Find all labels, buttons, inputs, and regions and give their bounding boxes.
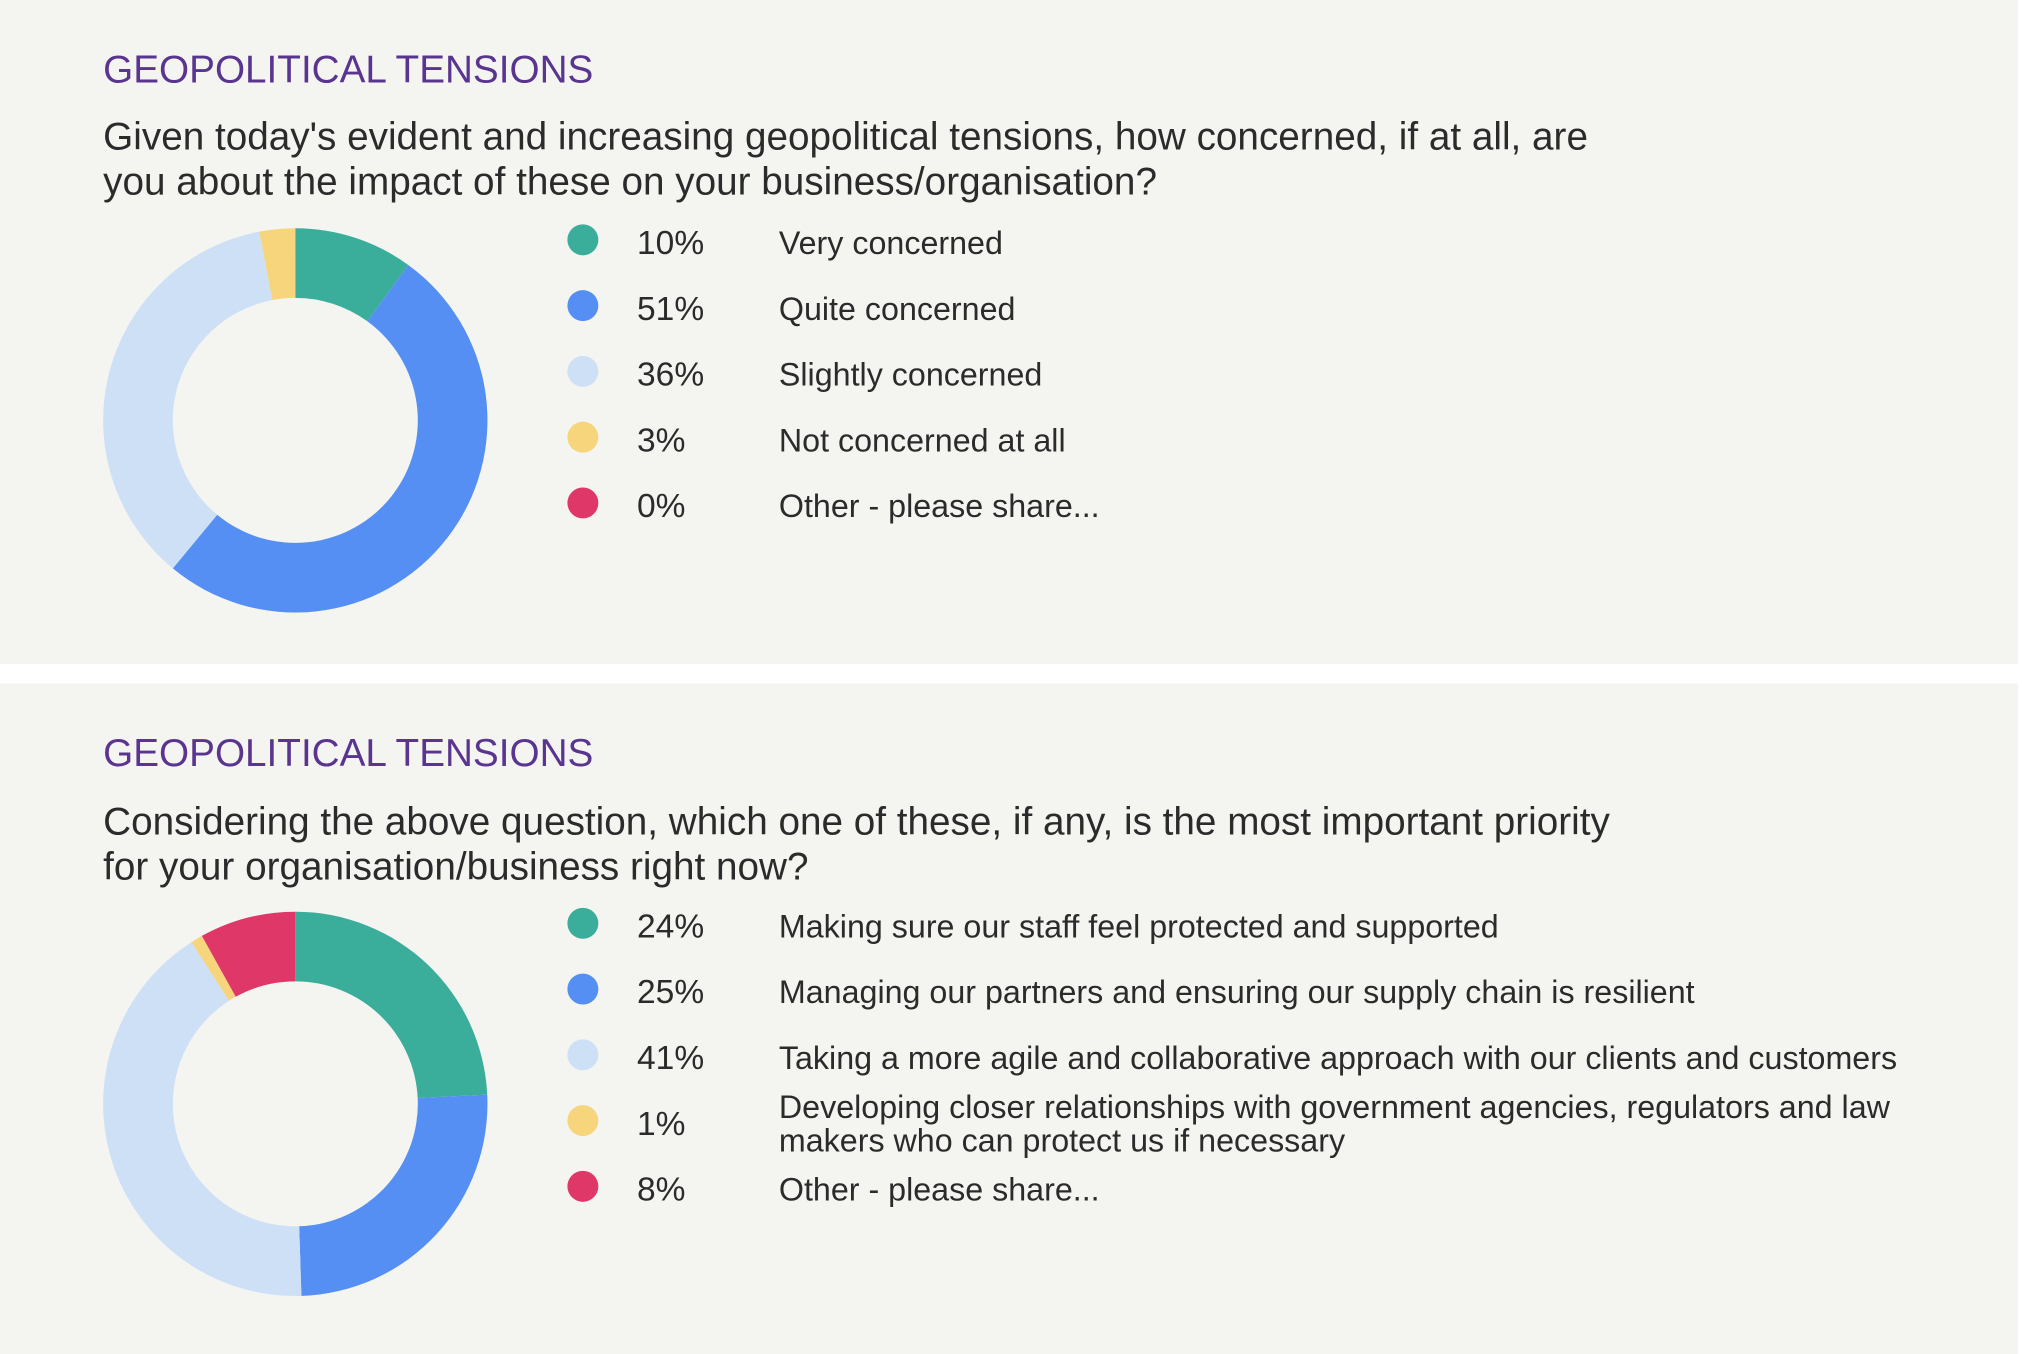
legend-dot [567,355,599,387]
legend-dot [567,1104,599,1136]
legend-item: 36% Slightly concerned [567,342,1985,408]
legend-label: Managing our partners and ensuring our s… [778,974,1695,1011]
donut-segment [172,264,488,613]
value-label: 3% [637,420,686,460]
legend-label: Very concerned [778,225,1003,262]
legend-item: 10% Very concerned [567,210,1985,276]
legend-dot [567,421,599,452]
legend-label: Other - please share... [778,1171,1100,1208]
legend-label: Making sure our staff feel protected and… [778,908,1499,945]
chart-subtitle: Given today's evident and increasing geo… [103,116,1588,204]
chart-subtitle: Considering the above question, which on… [103,800,1610,889]
value-label: 24% [637,906,705,946]
donut-segment [103,231,273,569]
chart-title: GEOPOLITICAL TENSIONS [103,732,594,776]
donut-segment [191,935,236,1001]
legend-dot [567,1038,599,1070]
donut-segment [259,228,296,301]
value-label: 51% [637,288,705,328]
legend-label: Other - please share... [778,488,1100,525]
chart-title: GEOPOLITICAL TENSIONS [103,49,594,92]
value-label: 36% [637,354,705,394]
legend-dot [567,289,599,321]
value-label: 1% [637,1103,686,1143]
legend-dot [567,972,599,1004]
value-label: 0% [637,486,686,525]
value-label: 25% [637,972,705,1011]
legend-label: Not concerned at all [778,422,1066,459]
donut-chart [103,228,488,613]
donut-segment [201,911,296,997]
legend-item: 41% Taking a more agile and collaborative… [567,1025,1985,1091]
legend-item: 24% Making sure our staff feel protected … [567,894,1985,960]
chart-panel: GEOPOLITICAL TENSIONS Given today's evide… [0,0,2019,665]
value-label: 41% [637,1038,705,1077]
legend-label: Slightly concerned [778,356,1043,393]
legend-item: 25% Managing our partners and ensuring ou… [567,959,1985,1025]
donut-segment [299,1094,488,1296]
legend-item: 3% Not concerned at all [567,407,1985,473]
donut-chart [103,911,488,1296]
legend-label: Developing closer relationships with gov… [778,1088,1890,1159]
donut-segment [295,228,409,322]
chart-panel: GEOPOLITICAL TENSIONS Considering the abo… [0,683,2019,1354]
donut-segment [103,942,302,1296]
legend-label: Quite concerned [778,290,1016,327]
legend-dot [567,907,599,939]
value-label: 8% [637,1169,686,1209]
legend-item: 8% Other - please share... [567,1157,1985,1223]
legend-label: Taking a more agile and collaborative ap… [778,1039,1898,1077]
legend-dot [567,223,599,255]
legend-dot [567,486,599,518]
value-label: 10% [637,223,705,262]
legend-item: 1% Developing closer relationships with g… [567,1088,1985,1159]
donut-segment [295,911,488,1099]
legend-item: 51% Quite concerned [567,276,1985,342]
legend-item: 0% Other - please share... [567,473,1985,539]
legend-dot [567,1170,599,1202]
